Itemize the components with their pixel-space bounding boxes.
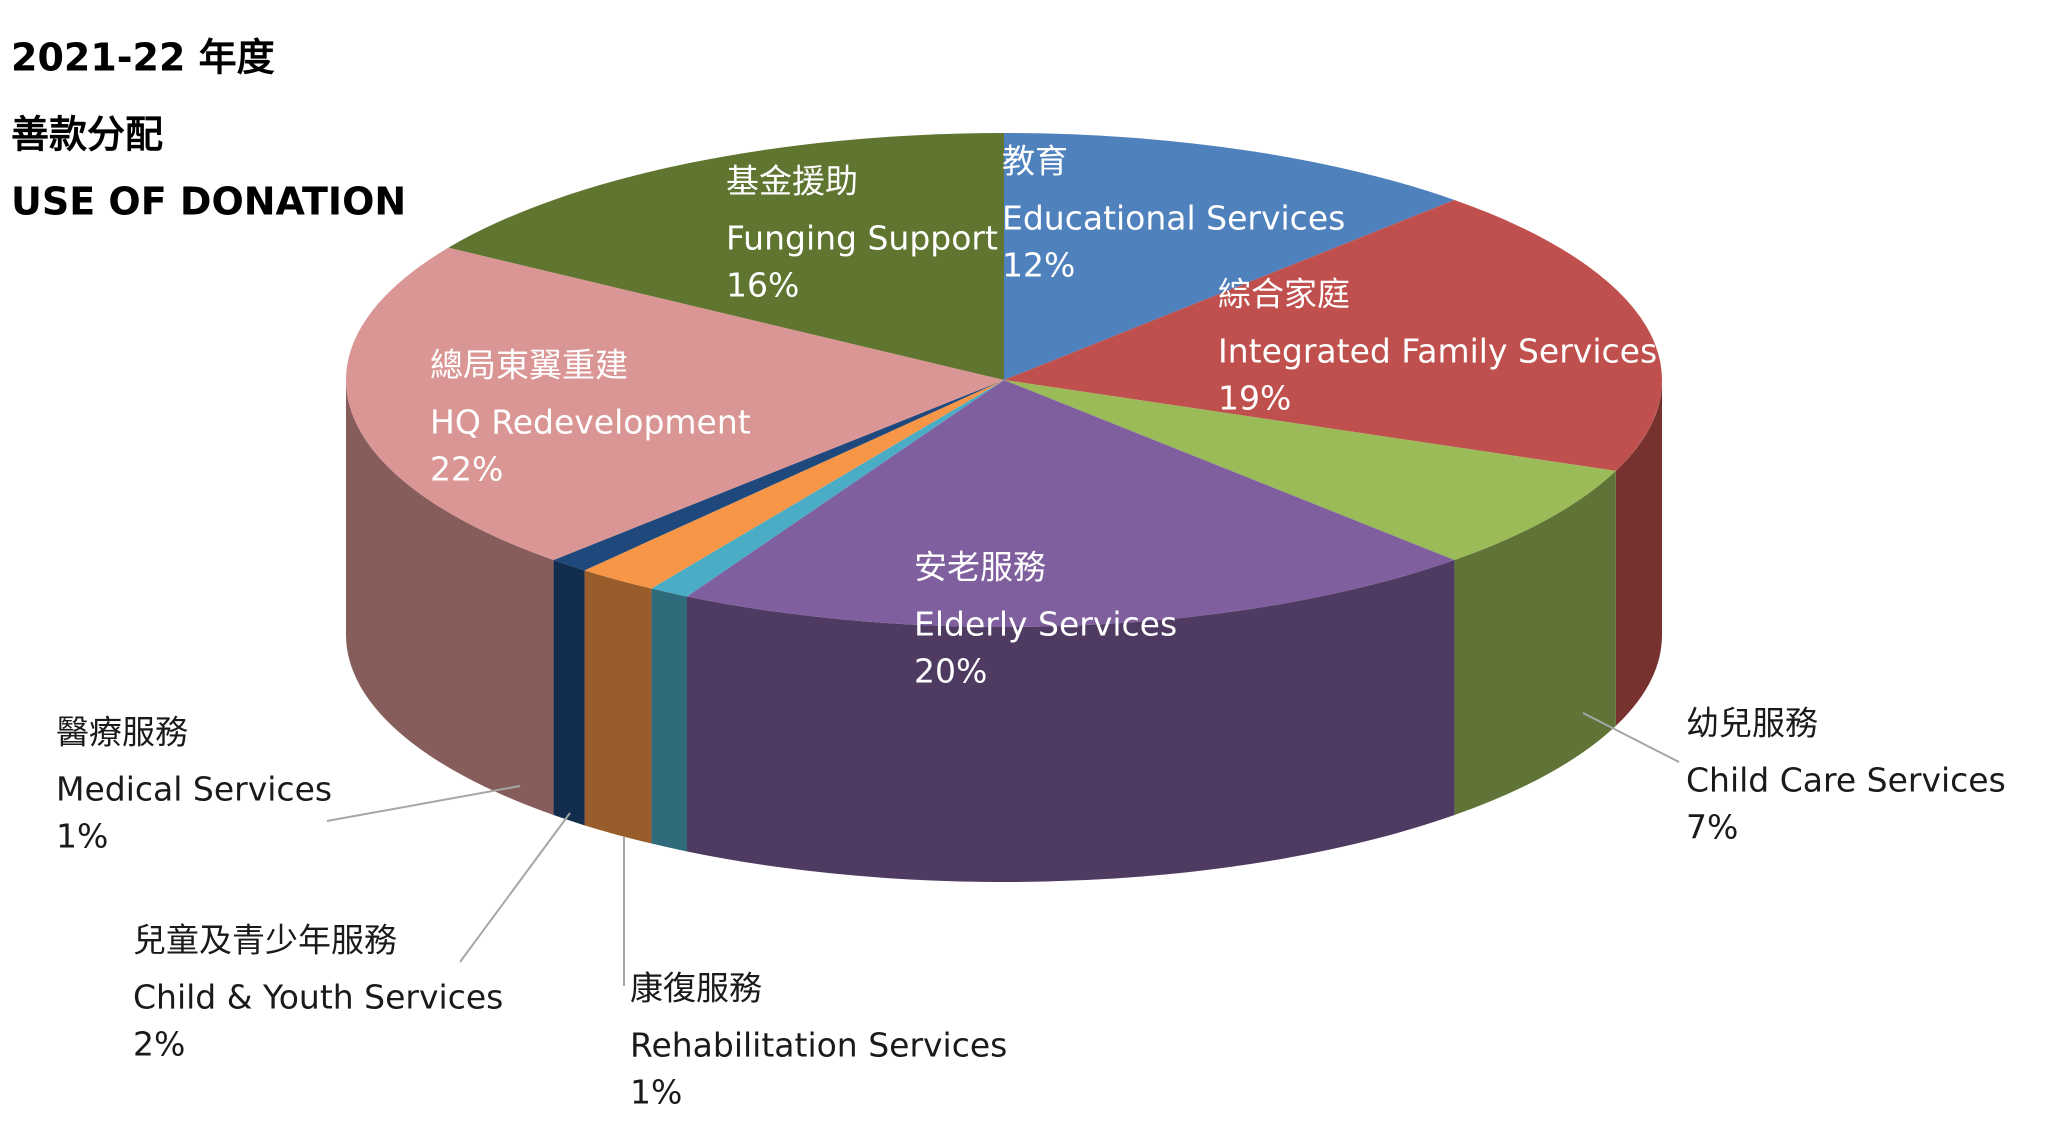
label-zh: 綜合家庭 xyxy=(1218,275,1350,314)
label-zh: 教育 xyxy=(1002,142,1068,181)
value-label: 2% xyxy=(133,1025,185,1064)
label-name: Medical Services xyxy=(56,770,332,809)
value-label: 12% xyxy=(1002,246,1075,285)
pie-side xyxy=(651,588,688,852)
label-name: Funging Support xyxy=(726,219,998,258)
pie-slice xyxy=(346,247,1005,561)
label-zh: 兒童及青少年服務 xyxy=(133,921,397,960)
pie-slice xyxy=(553,380,1004,571)
label-name: Educational Services xyxy=(1002,199,1345,238)
value-label: 1% xyxy=(56,817,108,856)
leader-line xyxy=(1582,712,1680,763)
chart-title: 善款分配 xyxy=(11,113,163,157)
pie-slice xyxy=(1004,133,1455,380)
pie-slice xyxy=(1004,199,1662,471)
pie-side xyxy=(584,570,652,844)
pie-side xyxy=(1454,470,1616,816)
pie-side xyxy=(346,380,554,816)
pie-side xyxy=(1615,380,1663,726)
value-label: 20% xyxy=(914,652,987,691)
value-label: 7% xyxy=(1686,808,1738,847)
label-name: Integrated Family Services xyxy=(1218,332,1657,371)
pie-slice xyxy=(584,380,1004,589)
leader-line xyxy=(459,812,571,963)
label-name: Child Care Services xyxy=(1686,761,2006,800)
pie-slice xyxy=(651,380,1004,597)
pie-side xyxy=(687,560,1455,882)
label-name: Elderly Services xyxy=(914,605,1177,644)
value-label: 16% xyxy=(726,266,799,305)
label-name: HQ Redevelopment xyxy=(430,403,751,442)
leader-line xyxy=(326,785,521,822)
pie-side xyxy=(553,560,585,826)
label-zh: 總局東翼重建 xyxy=(430,346,628,385)
pie-slice xyxy=(448,133,1004,380)
label-name: Child & Youth Services xyxy=(133,978,503,1017)
chart-title: 2021-22 年度 xyxy=(11,36,275,80)
label-zh: 基金援助 xyxy=(726,162,858,201)
value-label: 1% xyxy=(630,1073,682,1112)
label-zh: 醫療服務 xyxy=(56,713,188,752)
chart-title: USE OF DONATION xyxy=(11,180,406,224)
pie-slice xyxy=(1004,380,1616,561)
label-name: Rehabilitation Services xyxy=(630,1026,1007,1065)
pie-slice xyxy=(687,380,1455,627)
label-zh: 康復服務 xyxy=(630,969,762,1008)
label-zh: 安老服務 xyxy=(914,548,1046,587)
value-label: 22% xyxy=(430,450,503,489)
value-label: 19% xyxy=(1218,379,1291,418)
label-zh: 幼兒服務 xyxy=(1686,704,1818,743)
